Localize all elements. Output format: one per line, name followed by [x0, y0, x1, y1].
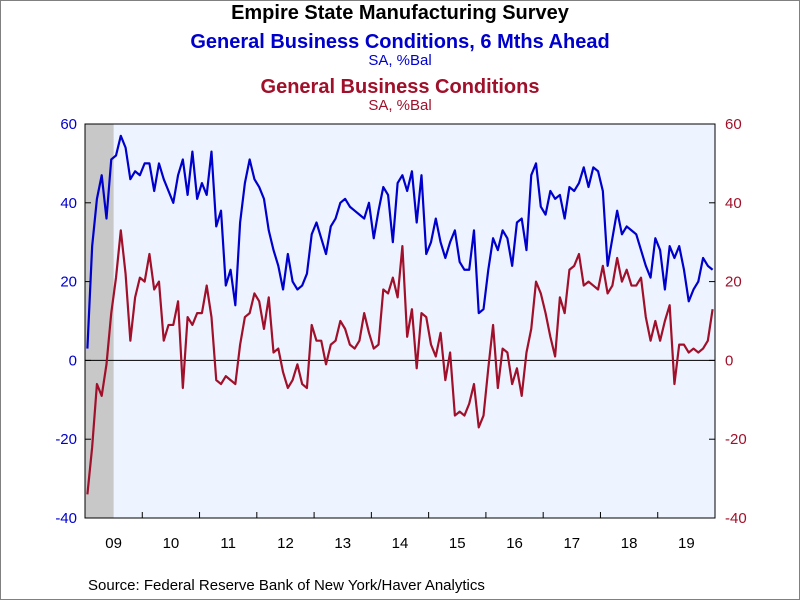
y-tick-label-left: 40 [60, 195, 77, 212]
y-tick-label-right: 60 [725, 116, 742, 133]
x-tick-label: 19 [678, 535, 695, 552]
plot-border [84, 123, 716, 519]
series-title-expectations: General Business Conditions, 6 Mths Ahea… [190, 31, 610, 53]
x-tick-label: 14 [392, 535, 409, 552]
x-tick-label: 12 [277, 535, 294, 552]
x-axis-labels: 09 10 11 12 13 14 15 16 17 18 19 [105, 535, 694, 552]
x-tick-label: 09 [105, 535, 122, 552]
x-tick-label: 15 [449, 535, 466, 552]
x-tick-label: 18 [621, 535, 638, 552]
series-line-current [86, 229, 714, 495]
y-tick-label-left: 60 [60, 116, 77, 133]
x-tick-label: 16 [506, 535, 523, 552]
series-unit-current: SA, %Bal [368, 97, 432, 114]
y-tick-label-left: -40 [55, 510, 77, 527]
series-line-expectations [86, 134, 714, 349]
y-tick-label-right: -40 [725, 510, 747, 527]
y-tick-label-right: 20 [725, 274, 742, 291]
source-note: Source: Federal Reserve Bank of New York… [88, 577, 485, 594]
y-tick-label-right: 0 [725, 352, 733, 369]
y-tick-label-right: -20 [725, 431, 747, 448]
y-tick-label-left: 20 [60, 274, 77, 291]
y-tick-label-left: -20 [55, 431, 77, 448]
y-axis-right-labels: 60 40 20 0 -20 -40 [725, 116, 747, 527]
y-axis-left-labels: 60 40 20 0 -20 -40 [55, 116, 77, 527]
series-unit-expectations: SA, %Bal [368, 52, 432, 69]
series-title-current: General Business Conditions [260, 76, 540, 98]
x-tick-label: 10 [163, 535, 180, 552]
x-tick-label: 17 [563, 535, 580, 552]
x-tick-label: 13 [334, 535, 351, 552]
y-tick-label-right: 40 [725, 195, 742, 212]
x-tick-label: 11 [220, 535, 236, 552]
chart-title: Empire State Manufacturing Survey [231, 2, 569, 24]
y-tick-label-left: 0 [69, 352, 77, 369]
